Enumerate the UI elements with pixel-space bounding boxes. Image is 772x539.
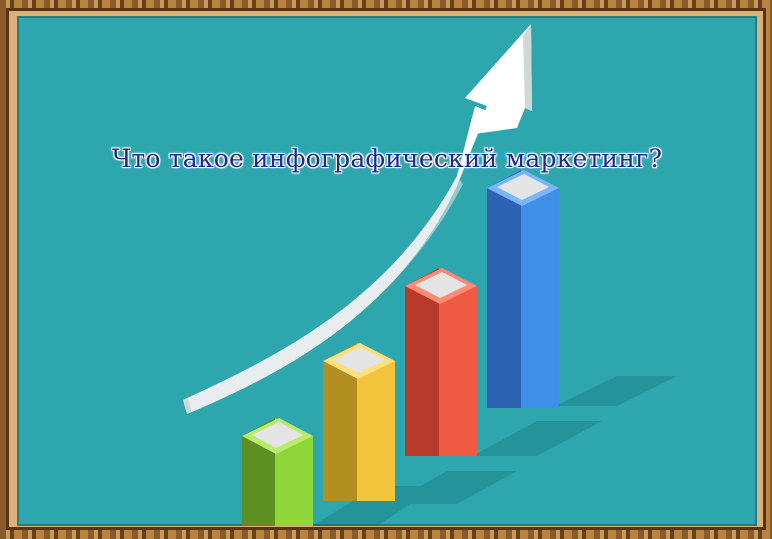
slide-title: Что такое инфографический маркетинг? [111,144,663,173]
growth-arrow-icon [183,24,532,414]
infographic-illustration [183,24,677,526]
red-bar [405,268,477,456]
yellow-bar [323,343,395,501]
slide: Что такое инфографический маркетинг? [17,16,757,526]
bar-shadows [312,376,677,526]
blue-bar [487,170,559,408]
green-bar [242,418,313,526]
